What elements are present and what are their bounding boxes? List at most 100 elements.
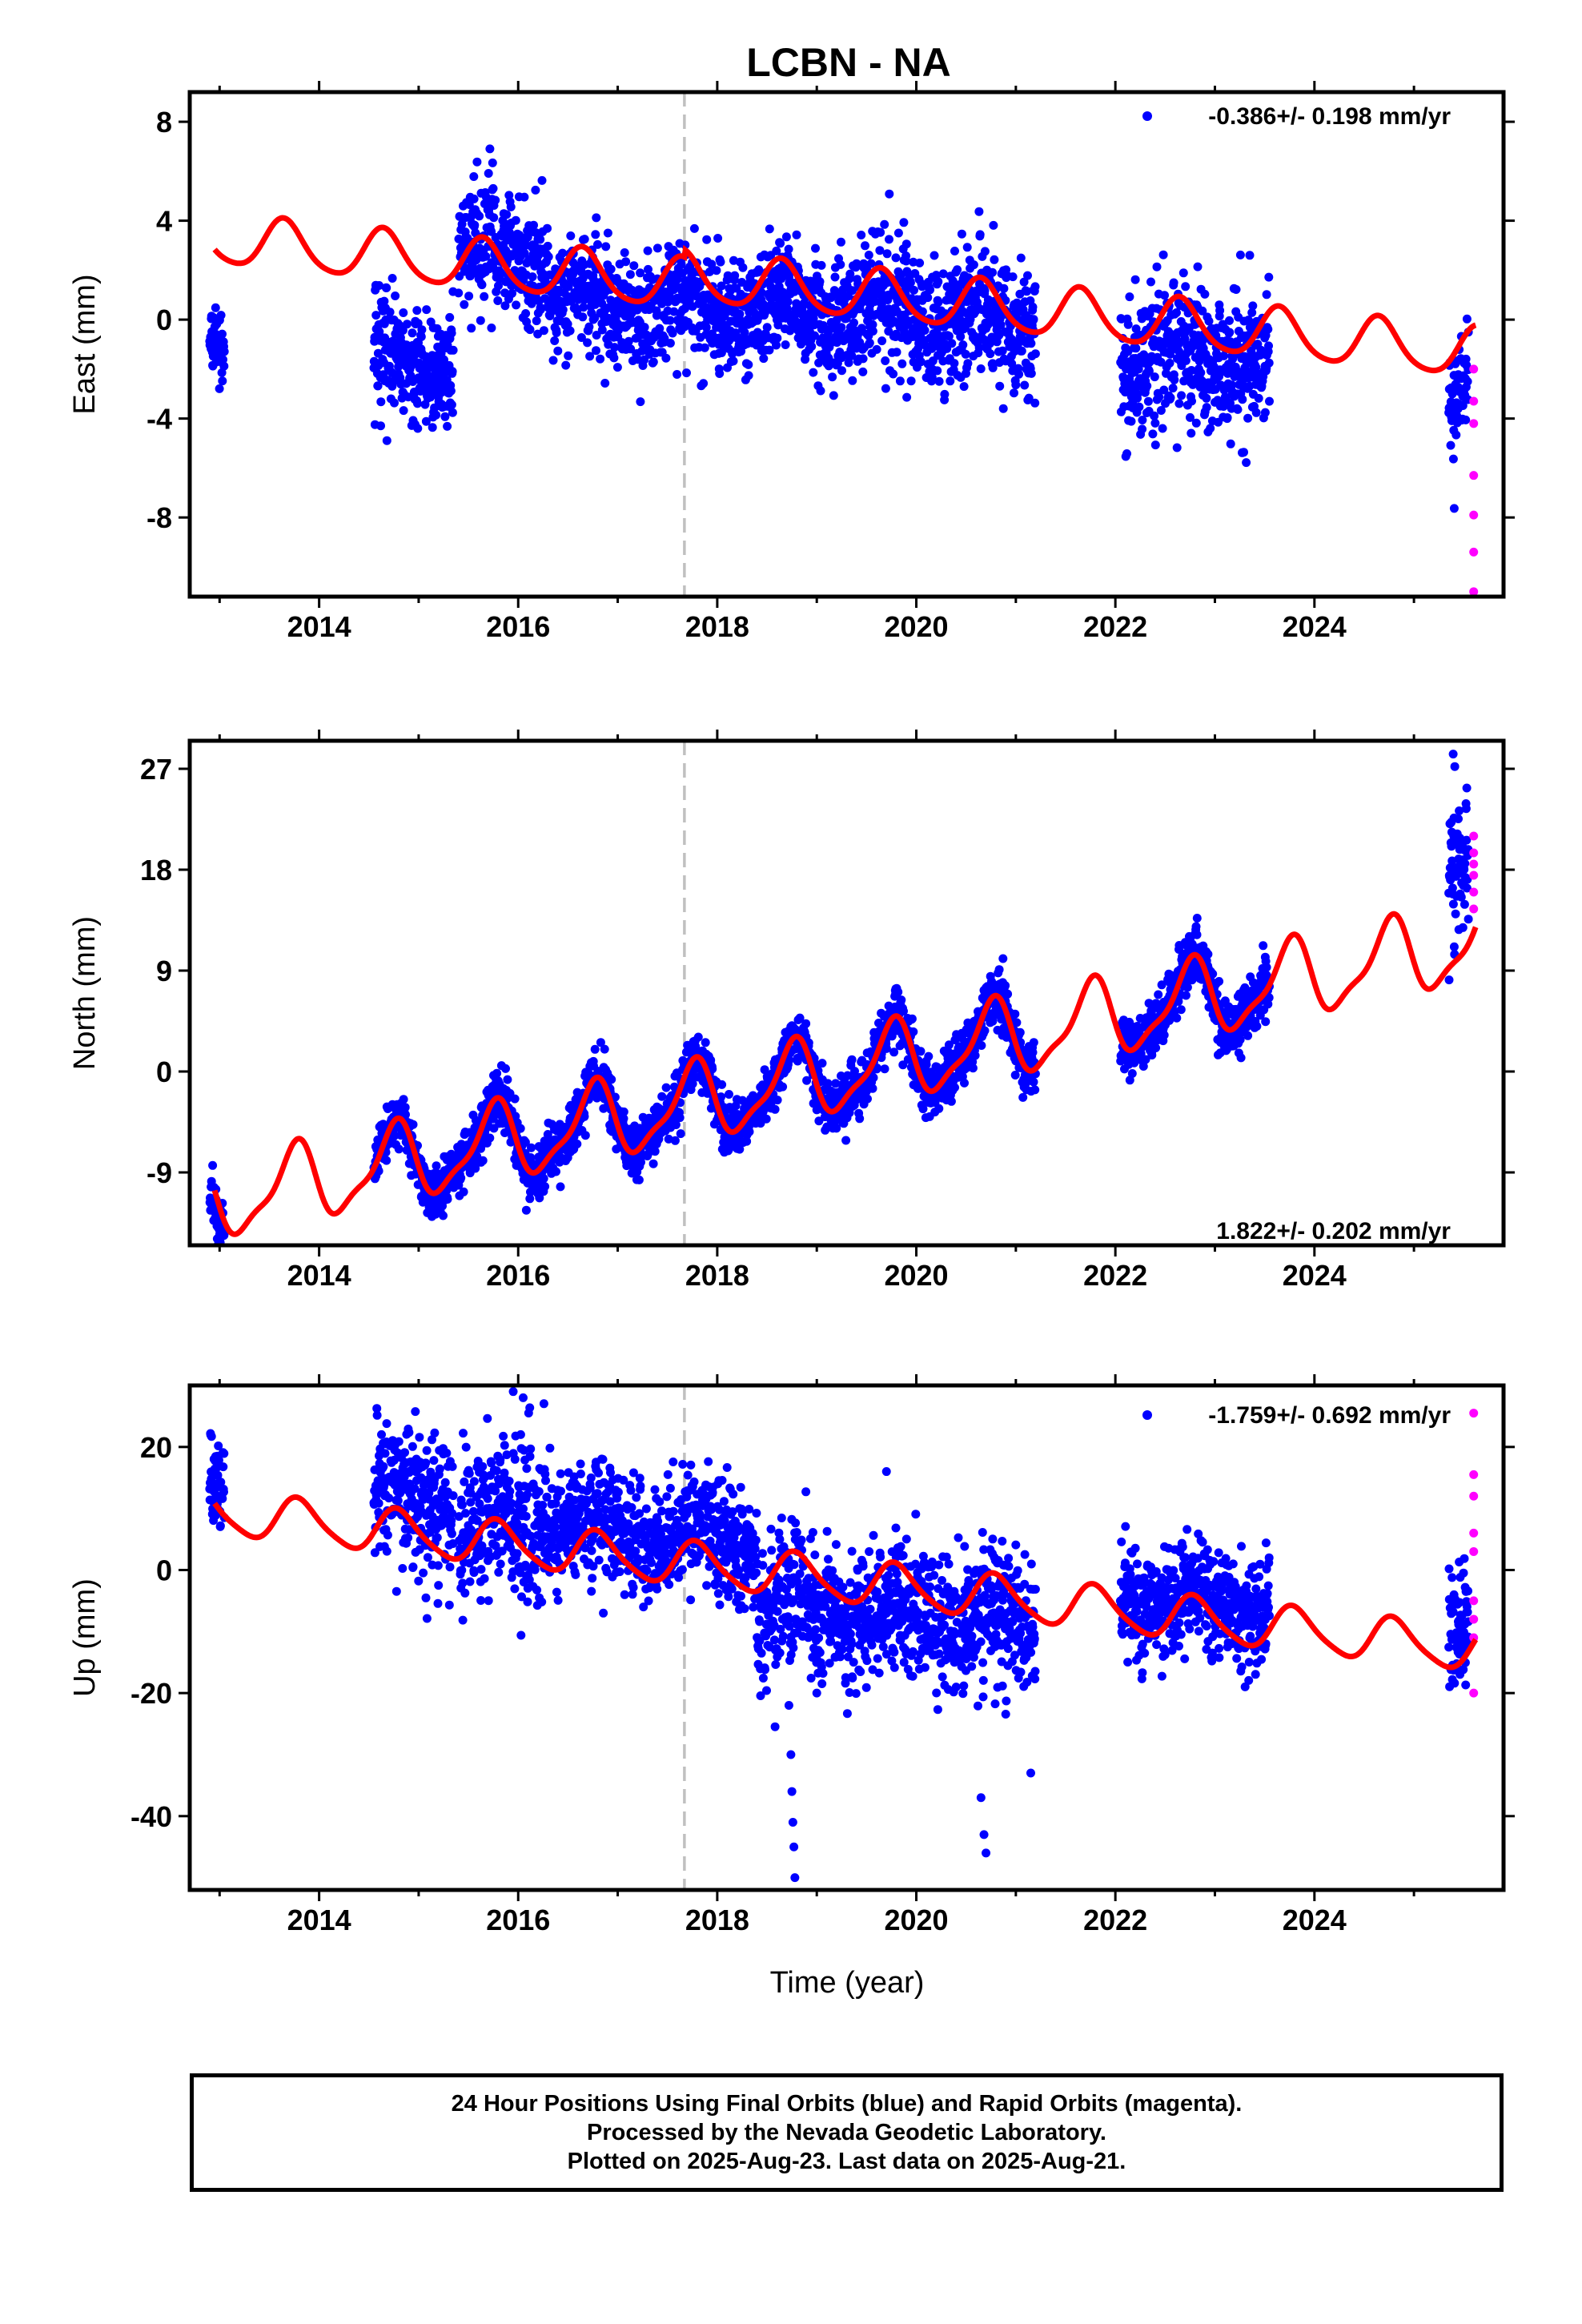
final-point (1248, 301, 1258, 311)
final-point (897, 995, 906, 1005)
final-point (938, 269, 948, 279)
final-point (893, 228, 903, 238)
final-point (1235, 250, 1245, 259)
final-point (689, 223, 699, 233)
final-point (974, 207, 984, 216)
final-point (869, 1073, 878, 1083)
final-point (1191, 418, 1201, 428)
final-point (448, 367, 457, 376)
final-point (770, 1104, 780, 1114)
final-point (960, 1078, 969, 1088)
final-point (795, 1013, 805, 1023)
final-point (1254, 393, 1263, 403)
final-point (870, 297, 880, 306)
final-point (624, 336, 633, 346)
rapid-point (1469, 471, 1479, 480)
final-point (744, 360, 753, 369)
final-point (1150, 440, 1160, 450)
final-point (413, 399, 422, 408)
final-point (1169, 278, 1178, 287)
final-point (1122, 449, 1131, 458)
final-point (660, 333, 669, 343)
final-point (400, 1103, 410, 1112)
final-point (1133, 389, 1142, 399)
final-point (543, 223, 552, 233)
final-point (708, 1064, 717, 1074)
final-point (475, 211, 484, 221)
final-point (995, 381, 1005, 391)
final-point (785, 1055, 794, 1065)
final-point (643, 1149, 652, 1159)
model-curve (212, 215, 1477, 374)
final-point (889, 1047, 899, 1057)
final-point (1448, 454, 1458, 464)
final-point (1204, 316, 1214, 326)
plot-area (205, 741, 1479, 1245)
final-point (1193, 262, 1203, 271)
final-point (521, 1205, 531, 1215)
final-point (762, 323, 772, 332)
final-point (1181, 282, 1191, 292)
final-point (439, 1211, 448, 1220)
final-point (1262, 290, 1271, 300)
final-point (1126, 416, 1136, 426)
final-point (915, 258, 925, 267)
final-point (478, 1156, 488, 1165)
final-point (976, 364, 986, 373)
final-point (980, 1026, 990, 1035)
final-point (715, 369, 725, 378)
final-point (219, 361, 229, 371)
final-point (1029, 1077, 1038, 1087)
final-point (440, 412, 450, 421)
final-point (895, 376, 905, 386)
final-point (480, 292, 489, 301)
final-point (921, 1059, 931, 1069)
final-point (893, 987, 903, 997)
final-point (858, 367, 868, 376)
final-point (702, 235, 712, 244)
final-point (699, 379, 709, 388)
final-point (448, 408, 457, 417)
final-point (469, 172, 479, 181)
final-point (881, 384, 890, 393)
y-tick-label: 4 (156, 205, 172, 238)
final-point (421, 416, 431, 426)
final-point (413, 319, 423, 328)
final-point (1024, 393, 1034, 403)
final-point (403, 320, 412, 329)
final-point (506, 202, 516, 211)
final-point (391, 292, 400, 300)
final-point (759, 354, 769, 364)
final-point (596, 1038, 605, 1047)
final-point (810, 331, 819, 340)
final-point (382, 283, 391, 292)
final-point (508, 288, 516, 298)
final-point (621, 257, 631, 267)
final-point (1243, 316, 1253, 325)
final-point (700, 343, 709, 352)
final-point (590, 313, 600, 323)
final-point (1225, 328, 1235, 337)
final-point (1247, 308, 1257, 317)
final-point (511, 215, 520, 225)
final-point (1123, 320, 1133, 329)
final-point (828, 372, 837, 382)
final-point (619, 1114, 628, 1124)
final-point (417, 325, 427, 335)
final-point (668, 328, 677, 338)
final-point (1134, 402, 1144, 412)
final-point (868, 327, 877, 336)
final-point (809, 314, 818, 324)
final-point (215, 384, 224, 393)
final-point (550, 336, 560, 345)
final-point (1172, 308, 1181, 317)
final-point (472, 157, 482, 167)
final-point (459, 1187, 468, 1196)
final-point (1030, 282, 1040, 292)
final-point (990, 255, 999, 264)
final-point (467, 324, 476, 333)
final-point (1223, 413, 1232, 422)
final-point (373, 381, 383, 391)
